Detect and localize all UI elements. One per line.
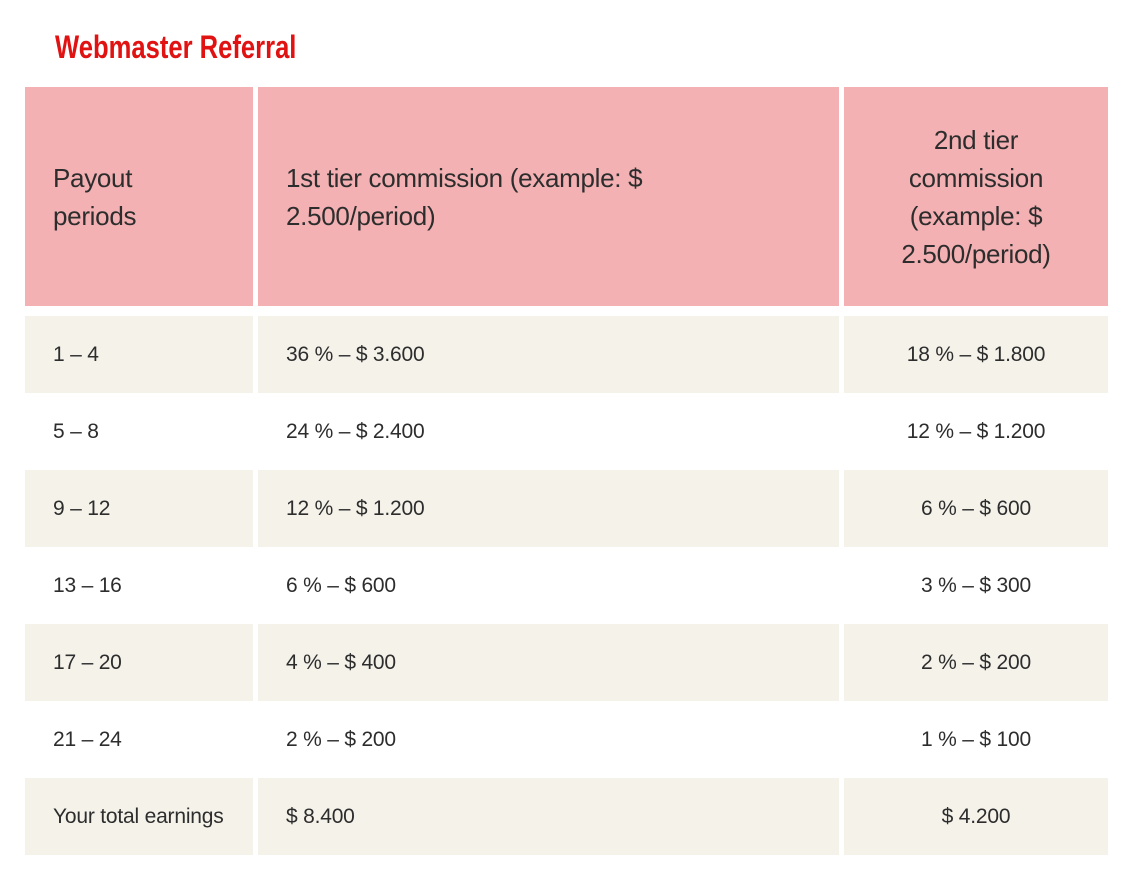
cell-payout-periods: 1 – 4 [25, 316, 253, 393]
page-title: Webmaster Referral [55, 29, 297, 66]
cell-payout-periods: 13 – 16 [53, 573, 122, 597]
cell-tier2-commission: 6 % – $ 600 [844, 470, 1108, 547]
cell-tier2-commission: 1 % – $ 100 [921, 727, 1031, 751]
payout-table: Payout periods 1st tier commission (exam… [25, 87, 1108, 855]
cell-tier2-commission: 12 % – $ 1.200 [906, 419, 1046, 443]
table-row: 5 – 8 24 % – $ 2.400 12 % – $ 1.200 [25, 393, 1108, 470]
cell-tier1-commission: 6 % – $ 600 [286, 573, 396, 597]
header-cell-2nd-tier-commission: 2nd tier commission (example: $ 2.500/pe… [844, 87, 1108, 306]
table-header-row: Payout periods 1st tier commission (exam… [25, 87, 1108, 306]
table-row: 1 – 4 36 % – $ 3.600 18 % – $ 1.800 [25, 316, 1108, 393]
table-row: 17 – 20 4 % – $ 400 2 % – $ 200 [25, 624, 1108, 701]
cell-payout-periods: 21 – 24 [53, 727, 122, 751]
cell-tier2-commission: 18 % – $ 1.800 [844, 316, 1108, 393]
table-body: 1 – 4 36 % – $ 3.600 18 % – $ 1.800 5 – … [25, 316, 1108, 855]
cell-payout-periods: 5 – 8 [53, 419, 99, 443]
header-cell-1st-tier-commission: 1st tier commission (example: $ 2.500/pe… [258, 87, 839, 306]
table-row-total: Your total earnings $ 8.400 $ 4.200 [25, 778, 1108, 855]
table-row: 13 – 16 6 % – $ 600 3 % – $ 300 [25, 547, 1108, 624]
cell-tier2-total: $ 4.200 [844, 778, 1108, 855]
cell-tier1-commission: 4 % – $ 400 [258, 624, 839, 701]
cell-tier1-commission: 12 % – $ 1.200 [258, 470, 839, 547]
cell-total-earnings-label: Your total earnings [25, 778, 253, 855]
cell-tier1-commission: 36 % – $ 3.600 [258, 316, 839, 393]
cell-tier2-commission: 2 % – $ 200 [844, 624, 1108, 701]
cell-tier1-commission: 2 % – $ 200 [286, 727, 396, 751]
cell-payout-periods: 9 – 12 [25, 470, 253, 547]
header-cell-payout-periods: Payout periods [25, 87, 253, 306]
cell-tier1-commission: 24 % – $ 2.400 [286, 419, 425, 443]
table-row: 9 – 12 12 % – $ 1.200 6 % – $ 600 [25, 470, 1108, 547]
cell-payout-periods: 17 – 20 [25, 624, 253, 701]
cell-tier1-total: $ 8.400 [258, 778, 839, 855]
cell-tier2-commission: 3 % – $ 300 [921, 573, 1031, 597]
table-row: 21 – 24 2 % – $ 200 1 % – $ 100 [25, 701, 1108, 778]
